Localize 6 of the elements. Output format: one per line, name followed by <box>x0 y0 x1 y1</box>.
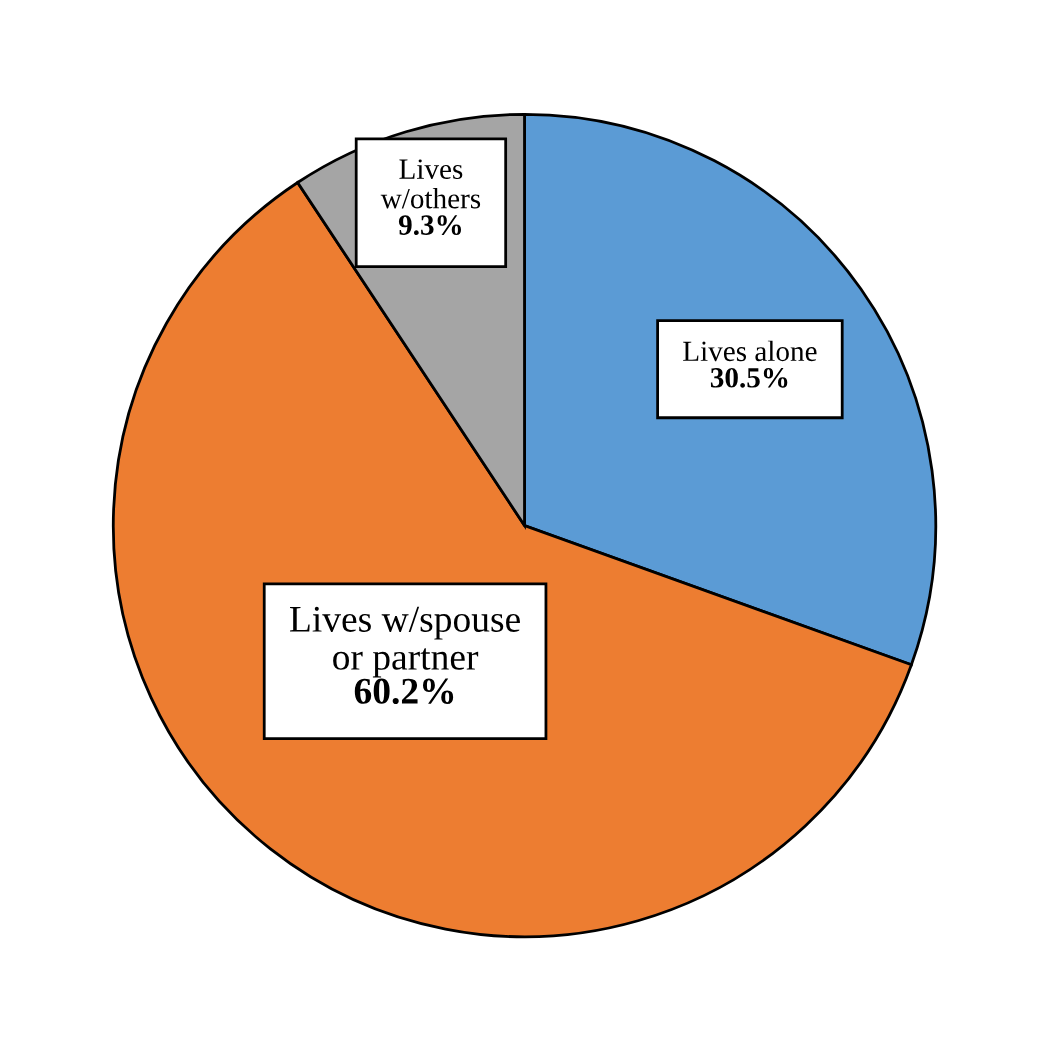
data-label: 30.5% <box>710 367 788 388</box>
slice-label: Lives w/others <box>380 159 481 209</box>
data-label: 60.2% <box>354 678 454 705</box>
data-label: 9.3% <box>398 215 462 236</box>
slice-label: Lives w/spouse or partner <box>290 606 520 678</box>
slice-label: Lives alone <box>683 340 817 362</box>
